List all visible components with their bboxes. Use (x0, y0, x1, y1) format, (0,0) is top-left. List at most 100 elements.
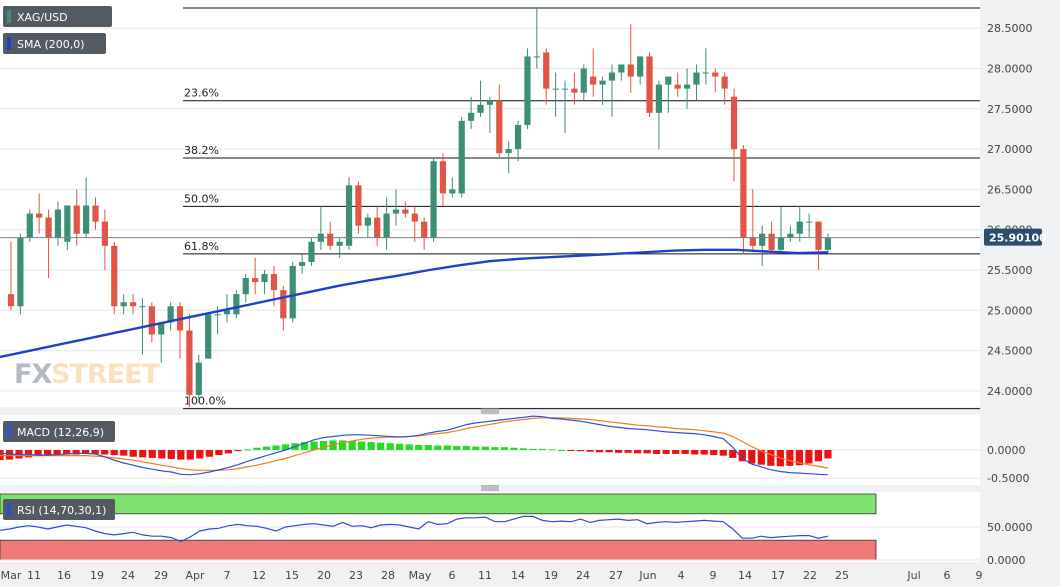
candle-body (674, 84, 681, 89)
macd-histogram-bar (805, 450, 813, 464)
rsi-overbought-zone (0, 493, 877, 515)
macd-histogram-bar (338, 440, 347, 450)
candle-body (364, 217, 371, 226)
candle-body (233, 294, 240, 315)
candle-body (571, 88, 578, 93)
macd-histogram-bar (472, 446, 480, 450)
candle-body (787, 233, 794, 238)
macd-histogram-bar (272, 445, 280, 450)
macd-histogram-bar (24, 450, 33, 458)
candle-body (768, 233, 775, 250)
date-tick-label: Jun (638, 569, 656, 582)
candle-body (439, 161, 447, 194)
macd-histogram-bar (462, 446, 470, 450)
macd-histogram-bar (624, 450, 632, 453)
candle-body (627, 64, 634, 77)
candle-body (749, 237, 756, 246)
sma-200-line (0, 248, 828, 359)
macd-histogram-bar (814, 450, 823, 462)
macd-histogram-bar (253, 447, 261, 450)
macd-histogram-bar (700, 450, 708, 455)
macd-histogram-bar (719, 450, 727, 456)
candle-body (242, 278, 249, 295)
candle-body (599, 80, 606, 85)
macd-histogram-bar (348, 440, 356, 450)
symbol-tag[interactable]: XAG/USD (3, 6, 112, 27)
rsi-line (0, 515, 829, 543)
candle-body (590, 76, 597, 85)
candle-body (120, 302, 127, 307)
candle-body (411, 213, 418, 222)
macd-histogram-bar (757, 450, 765, 465)
date-tick-label: 12 (252, 569, 266, 582)
macd-histogram-bar (738, 450, 746, 462)
candle-body (195, 362, 202, 395)
date-tick-label: May (409, 569, 432, 582)
macd-panel: 0.0000 -0.5000 MACD (12,26,9) (0, 415, 1029, 485)
fib-level-label: 23.6% (184, 87, 219, 100)
macd-histogram-bar (196, 450, 204, 459)
candle-body (158, 322, 165, 335)
date-tick-label: 16 (57, 569, 71, 582)
candle-body (496, 100, 503, 154)
candle-body (261, 274, 268, 283)
fib-level-label: 38.2% (184, 144, 219, 157)
date-tick-label: 19 (544, 569, 558, 582)
date-tick-label: Jul (906, 569, 920, 582)
rsi-tick-label: 0.0000 (987, 554, 1026, 567)
macd-histogram-bar (538, 448, 547, 450)
macd-histogram-bar (548, 449, 556, 451)
date-tick-label: 6 (944, 569, 951, 582)
rsi-tag[interactable]: RSI (14,70,30,1) (3, 499, 115, 520)
date-tick-label: Mar (1, 569, 22, 582)
candle-body (655, 84, 663, 113)
date-tick-label: 20 (317, 569, 331, 582)
macd-histogram-bar (158, 450, 166, 459)
candle-body (402, 209, 409, 214)
sma-tag[interactable]: SMA (200,0) (3, 33, 106, 54)
symbol-tag-swatch (7, 10, 11, 23)
price-panel: 23.6% 38.2% 50.0% 61.8% 100.0% FX STREET 28.… (0, 0, 1047, 410)
macd-histogram-bar (786, 450, 794, 466)
macd-histogram-bar (748, 450, 756, 464)
macd-label: MACD (12,26,9) (17, 426, 104, 439)
macd-y-axis: 0.0000 -0.5000 (987, 444, 1029, 485)
candle-body (759, 233, 766, 246)
macd-histogram-bar (795, 450, 803, 466)
macd-histogram-bar (262, 446, 271, 450)
candle-body (430, 161, 437, 238)
fxstreet-watermark: FX STREET (14, 359, 162, 390)
candle-body (824, 237, 832, 250)
rsi-tick-label: 50.0000 (987, 521, 1033, 534)
current-price-value: 25.90100 (989, 232, 1047, 245)
macd-histogram-bar (729, 450, 737, 458)
price-tick-label: 27.0000 (987, 143, 1033, 156)
price-y-axis: 28.500028.000027.500027.000026.500026.00… (987, 22, 1033, 398)
macd-histogram-bar (63, 450, 71, 455)
date-tick-label: 25 (835, 569, 849, 582)
price-tick-label: 28.5000 (987, 22, 1033, 35)
macd-histogram-bar (243, 449, 252, 451)
macd-panel-resize-handle[interactable] (481, 408, 499, 414)
date-tick-label: 27 (609, 569, 623, 582)
date-tick-label: Apr (185, 569, 205, 582)
macd-histogram-bar (129, 450, 137, 457)
candle-body (17, 237, 24, 307)
candle-body (815, 221, 822, 250)
candle-body (26, 213, 33, 238)
macd-histogram-bar (34, 450, 42, 457)
candle-body (730, 96, 738, 150)
macd-histogram-bar (710, 450, 718, 456)
macd-tag[interactable]: MACD (12,26,9) (3, 421, 115, 442)
candle-body (223, 310, 231, 315)
candle-body (167, 306, 174, 323)
candle-body (374, 217, 381, 238)
date-tick-label: 22 (803, 569, 817, 582)
macd-histogram-bar (101, 450, 109, 455)
candle-body (308, 241, 315, 262)
macd-histogram-bar (386, 443, 394, 450)
candle-body (64, 205, 71, 242)
rsi-panel-resize-handle[interactable] (481, 485, 499, 491)
date-tick-label: 29 (154, 569, 168, 582)
